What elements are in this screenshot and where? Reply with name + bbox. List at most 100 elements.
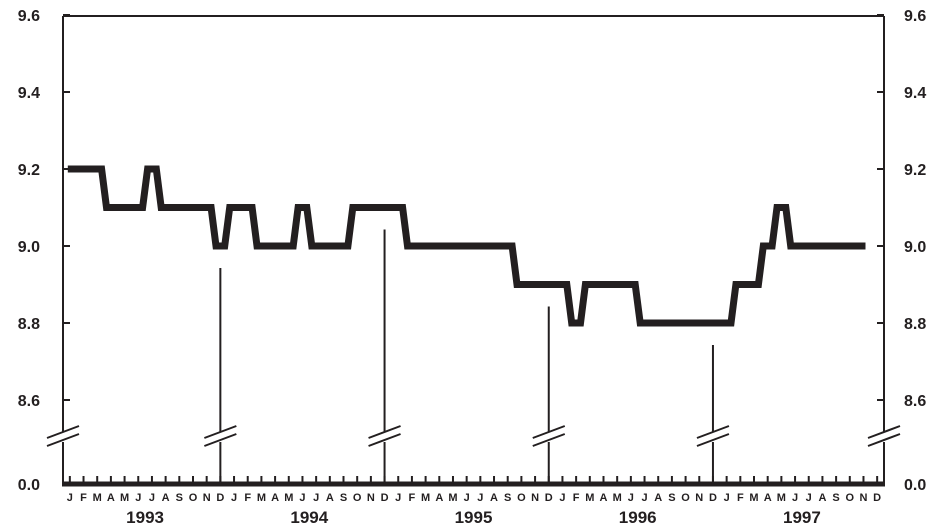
x-month-label: J: [231, 492, 237, 504]
x-month-label: J: [641, 492, 647, 504]
year-divider: [532, 306, 566, 484]
x-month-label: S: [668, 492, 675, 504]
x-month-label: M: [421, 492, 430, 504]
x-month-label: M: [613, 492, 622, 504]
x-month-label: M: [777, 492, 786, 504]
year-divider-break-stroke-2: [532, 433, 566, 447]
y-tick-label-left: 8.6: [18, 393, 40, 410]
x-month-label: D: [545, 492, 553, 504]
y-axis-right: 9.6 9.4 9.2 9.0 8.8 8.6 0.0: [877, 8, 926, 494]
x-month-label: J: [559, 492, 565, 504]
x-month-label: F: [573, 492, 580, 504]
x-month-label: J: [477, 492, 483, 504]
x-year-label: 1993: [126, 508, 164, 527]
x-month-label: J: [806, 492, 812, 504]
x-month-label: M: [284, 492, 293, 504]
x-month-label: O: [189, 492, 198, 504]
year-divider-break-stroke-1: [696, 425, 730, 439]
y-tick-label-left: 9.0: [18, 239, 40, 256]
x-month-label: D: [709, 492, 717, 504]
x-month-label: F: [80, 492, 87, 504]
y-tick-label-right: 8.8: [904, 316, 926, 333]
x-month-label: O: [681, 492, 690, 504]
year-divider-break-stroke-2: [204, 433, 237, 447]
year-divider-break: [368, 425, 401, 447]
x-month-label: O: [517, 492, 526, 504]
y-axis-left: 9.6 9.4 9.2 9.0 8.8 8.6 0.0: [18, 8, 70, 494]
y-tick-label-right: 9.4: [904, 85, 926, 102]
x-month-label: S: [176, 492, 183, 504]
y-axis-break-left: [46, 425, 80, 447]
x-month-label: D: [873, 492, 881, 504]
x-month-label: O: [353, 492, 362, 504]
x-month-label: N: [531, 492, 539, 504]
x-month-label: J: [67, 492, 73, 504]
x-month-label: F: [737, 492, 744, 504]
chart-frame: [46, 15, 901, 487]
x-month-label: A: [490, 492, 498, 504]
y-axis-break-left-stroke-1: [46, 425, 80, 439]
y-tick-label-right: 9.6: [904, 8, 926, 25]
x-month-label: J: [628, 492, 634, 504]
x-month-label: J: [792, 492, 798, 504]
x-month-label: A: [162, 492, 170, 504]
year-divider-break: [696, 425, 730, 447]
x-year-label: 1997: [783, 508, 821, 527]
x-month-label: A: [435, 492, 443, 504]
y-tick-label-left: 8.8: [18, 316, 40, 333]
x-year-label: 1994: [290, 508, 328, 527]
x-month-label: A: [600, 492, 608, 504]
x-month-label: N: [859, 492, 867, 504]
x-month-label: J: [395, 492, 401, 504]
x-year-label: 1995: [455, 508, 493, 527]
x-month-label: A: [107, 492, 115, 504]
year-divider-break: [532, 425, 566, 447]
x-year-label: 1996: [619, 508, 657, 527]
series-line: [67, 165, 866, 327]
year-dividers: [204, 229, 730, 484]
y-tick-label-right: 8.6: [904, 393, 926, 410]
x-month-label: F: [244, 492, 251, 504]
y-tick-label-right: 9.2: [904, 162, 926, 179]
year-divider-break-stroke-1: [204, 425, 237, 439]
x-month-label: J: [724, 492, 730, 504]
series-layer: [67, 165, 866, 327]
x-month-label: M: [93, 492, 102, 504]
year-divider: [696, 345, 730, 484]
y-tick-label-left: 9.6: [18, 8, 40, 25]
x-month-label: S: [832, 492, 839, 504]
x-month-label: S: [340, 492, 347, 504]
x-month-label: D: [381, 492, 389, 504]
y-tick-label-left: 9.4: [18, 85, 40, 102]
x-month-label: J: [299, 492, 305, 504]
y-axis-break-right-stroke-1: [867, 425, 901, 439]
x-month-label: J: [149, 492, 155, 504]
year-divider-break: [204, 425, 237, 447]
y-tick-label-right: 0.0: [904, 477, 926, 494]
x-month-label: N: [367, 492, 375, 504]
x-month-label: A: [326, 492, 334, 504]
x-month-label: D: [216, 492, 224, 504]
x-month-label: A: [818, 492, 826, 504]
y-axis-break-left-stroke-2: [46, 433, 80, 447]
x-month-label: S: [504, 492, 511, 504]
x-month-label: M: [257, 492, 266, 504]
x-month-label: F: [409, 492, 416, 504]
y-tick-label-right: 9.0: [904, 239, 926, 256]
year-divider-break-stroke-2: [368, 433, 401, 447]
x-month-label: M: [585, 492, 594, 504]
y-axis-break-right: [867, 425, 901, 447]
year-divider-break-stroke-1: [532, 425, 566, 439]
x-month-label: M: [448, 492, 457, 504]
year-divider-break-stroke-2: [696, 433, 730, 447]
year-divider: [204, 268, 237, 484]
year-divider: [368, 229, 401, 484]
year-divider-break-stroke-1: [368, 425, 401, 439]
x-month-label: J: [135, 492, 141, 504]
x-month-label: N: [695, 492, 703, 504]
y-tick-label-left: 9.2: [18, 162, 40, 179]
x-month-label: A: [654, 492, 662, 504]
x-month-label: J: [313, 492, 319, 504]
